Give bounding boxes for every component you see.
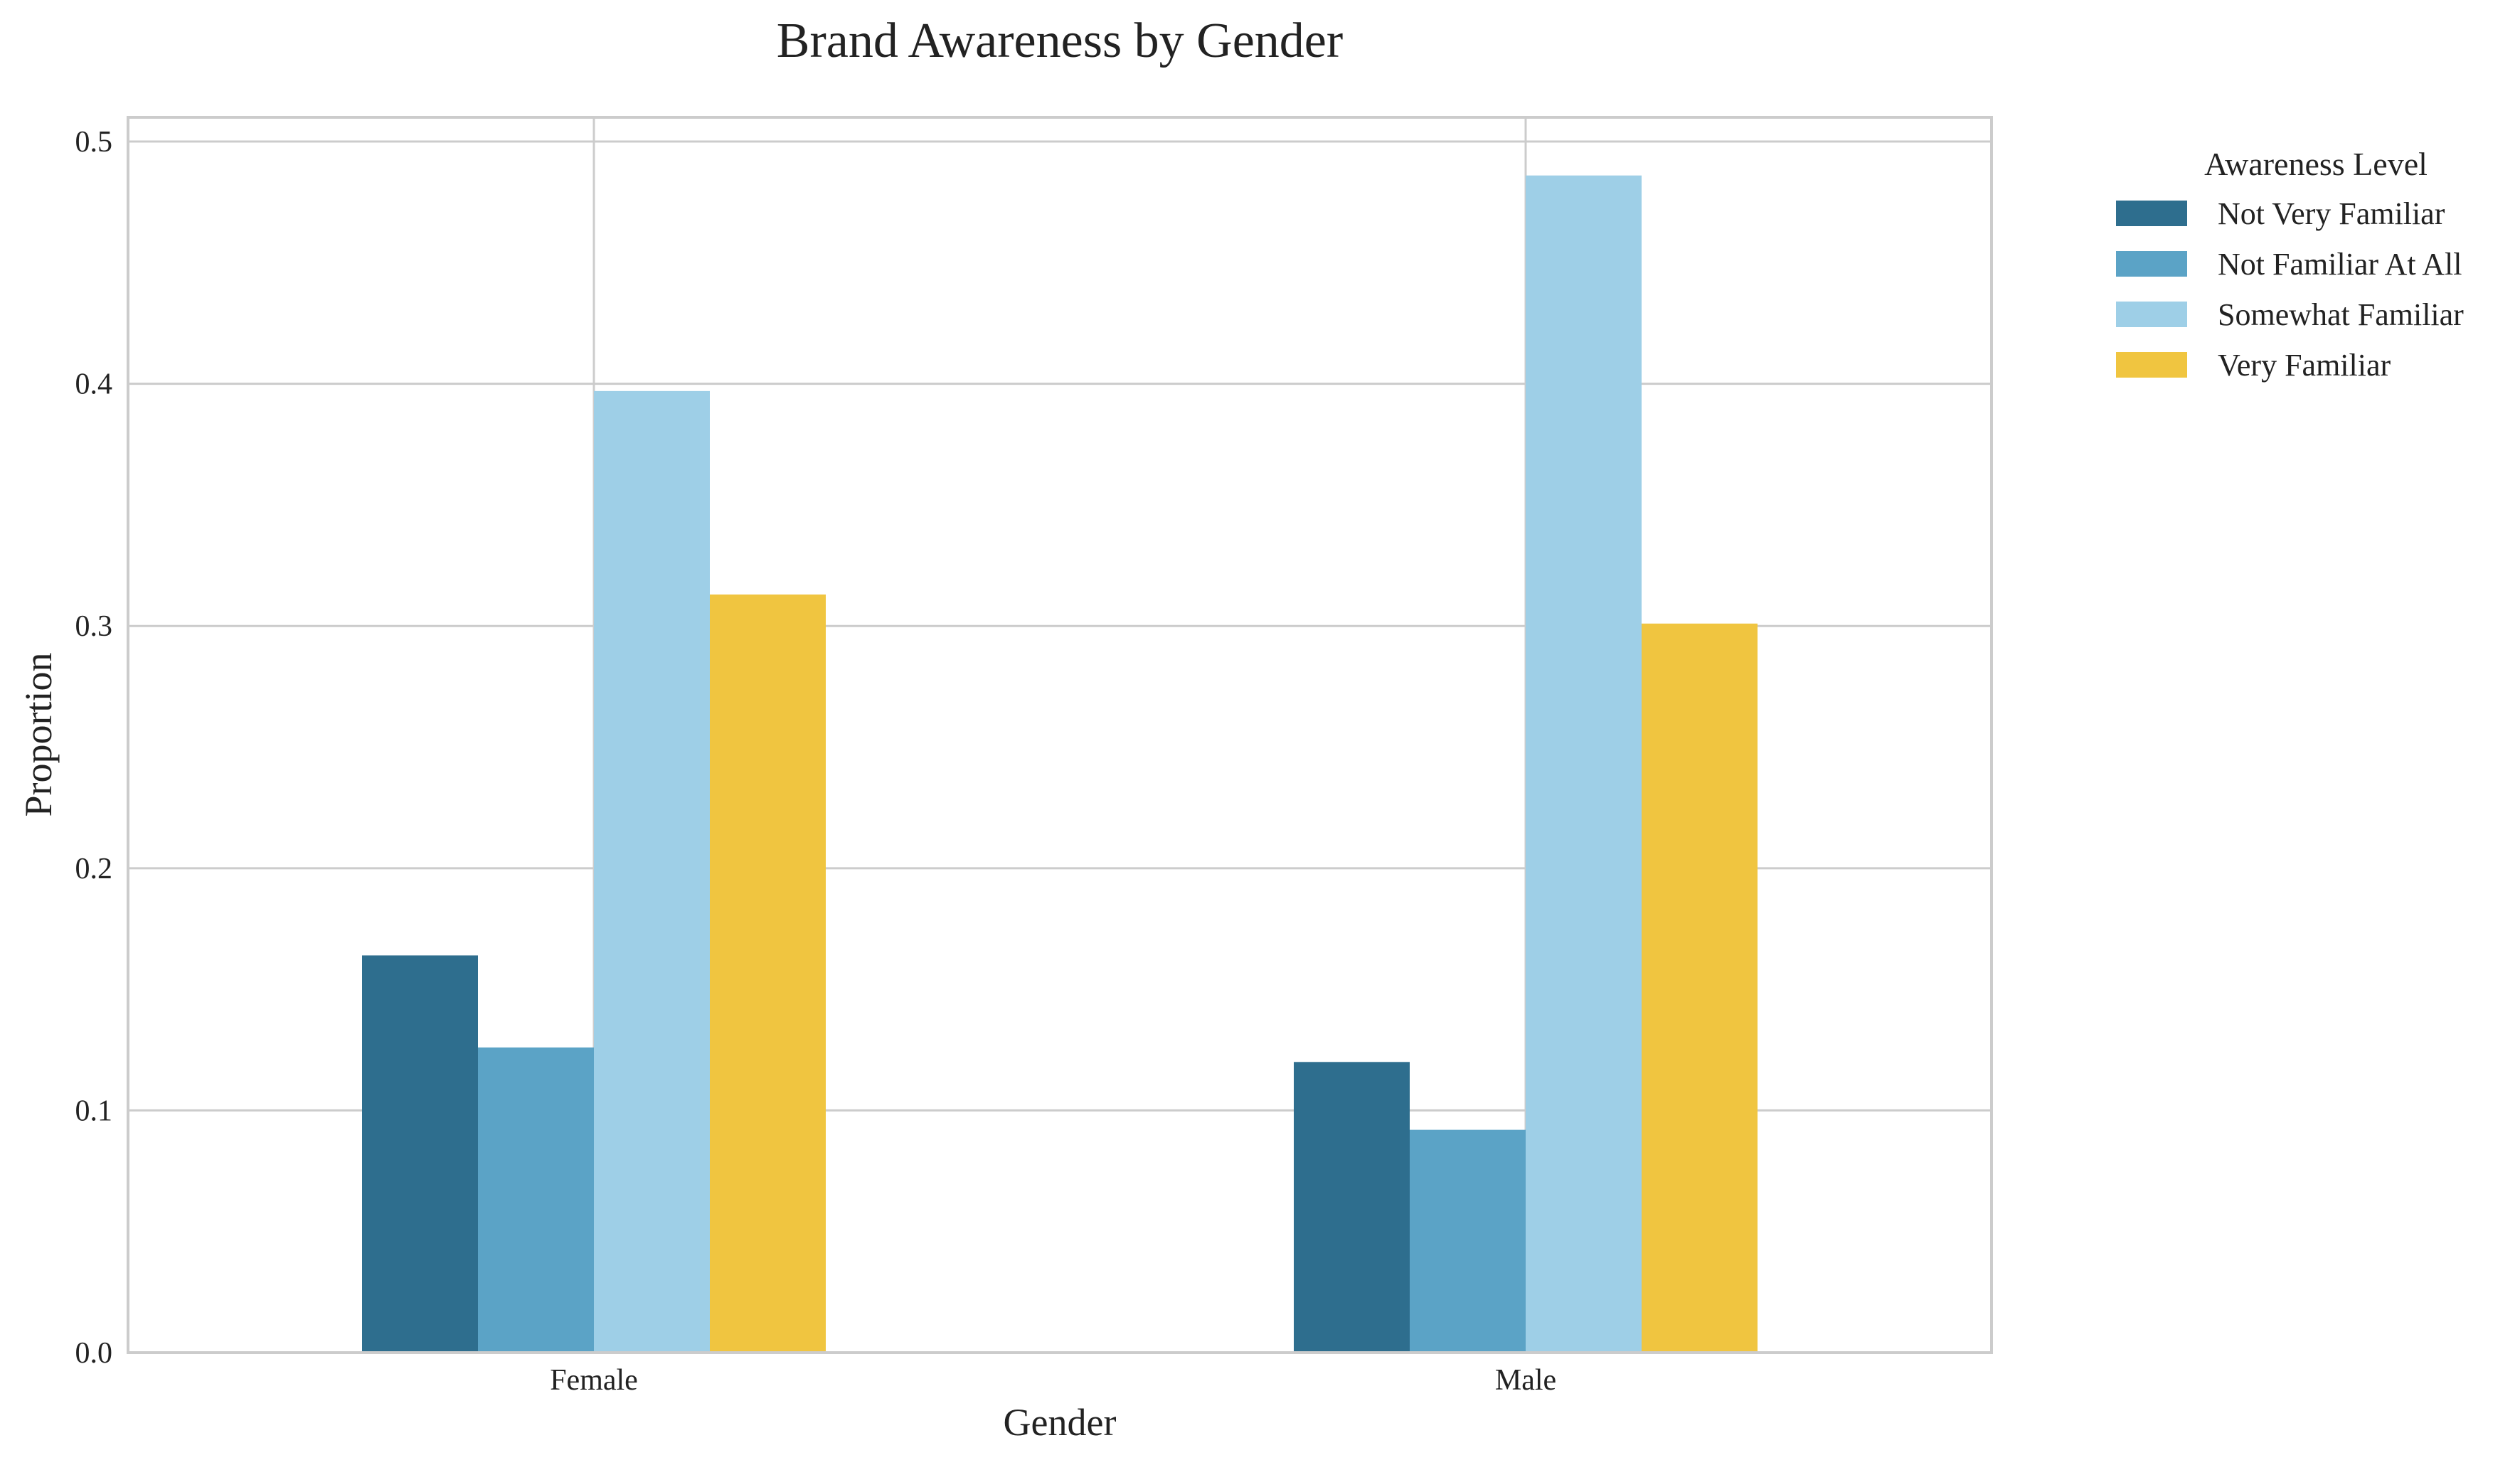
x-tick-label: Male	[1495, 1364, 1556, 1397]
y-tick-label: 0.2	[75, 853, 113, 885]
y-tick-label: 0.4	[75, 368, 113, 401]
bar	[1294, 1062, 1410, 1353]
bar	[594, 390, 710, 1353]
legend-label: Somewhat Familiar	[2218, 297, 2464, 332]
legend-label: Not Very Familiar	[2218, 196, 2445, 231]
legend-label: Not Familiar At All	[2218, 247, 2462, 282]
x-axis-ticks: Female Male	[550, 1364, 1556, 1397]
x-tick-label: Female	[550, 1364, 638, 1397]
y-tick-label: 0.5	[75, 126, 113, 159]
plot-frame	[127, 116, 1993, 1354]
bar	[1642, 623, 1758, 1353]
legend-swatch	[2116, 201, 2187, 226]
legend-items: Not Very Familiar Not Familiar At All Some…	[2116, 196, 2464, 383]
legend-swatch	[2116, 352, 2187, 378]
legend-label: Very Familiar	[2218, 348, 2391, 383]
y-tick-label: 0.1	[75, 1094, 113, 1127]
legend-title: Awareness Level	[2204, 146, 2428, 182]
y-axis-ticks: 0.0 0.1 0.2 0.3 0.4 0.5	[75, 126, 113, 1370]
legend-swatch	[2116, 251, 2187, 277]
y-tick-label: 0.3	[75, 610, 113, 643]
bar	[710, 594, 826, 1353]
legend-swatch	[2116, 302, 2187, 327]
y-axis-label: Proportion	[17, 652, 60, 816]
bar	[362, 955, 478, 1353]
x-axis-label: Gender	[1004, 1401, 1117, 1444]
bar	[1526, 175, 1642, 1353]
bar	[478, 1047, 594, 1353]
y-tick-label: 0.0	[75, 1337, 113, 1370]
legend: Awareness Level Not Very Familiar Not Fam…	[2116, 146, 2464, 383]
chart-title: Brand Awareness by Gender	[777, 14, 1343, 68]
bars	[362, 175, 1758, 1353]
bar	[1410, 1129, 1526, 1353]
